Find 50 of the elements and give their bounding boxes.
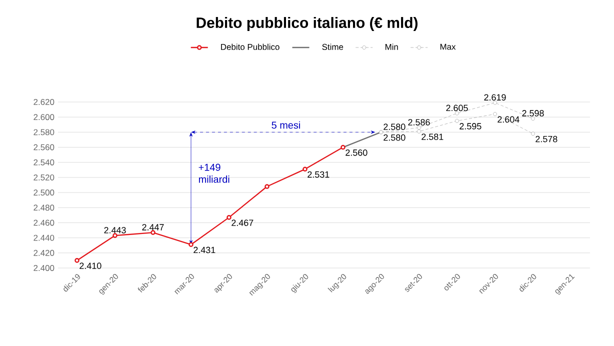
point	[302, 166, 308, 172]
point	[417, 129, 421, 134]
y-tick-label: 2.600	[34, 114, 54, 120]
data-label: 2.580	[384, 124, 406, 130]
point	[455, 118, 459, 123]
y-tick-label: 2.580	[34, 129, 54, 136]
data-label: 2.560	[346, 149, 368, 156]
legend-label: Min	[385, 44, 398, 50]
y-tick-label: 2.560	[34, 144, 54, 150]
point	[188, 242, 194, 247]
point	[531, 116, 535, 121]
y-tick-label: 2.480	[34, 204, 54, 211]
data-label: 2.578	[536, 136, 558, 142]
y-tick-label: 2.500	[34, 190, 54, 196]
data-label: 2.580	[384, 134, 406, 141]
data-label: 2.531	[308, 171, 330, 178]
y-tick-label: 2.540	[34, 159, 54, 166]
legend-label: Max	[440, 44, 456, 50]
legend-label: Debito Pubblico	[221, 44, 280, 50]
point	[531, 132, 535, 136]
data-label: 2.598	[522, 110, 544, 116]
data-label: 2.447	[142, 224, 164, 230]
data-label: 2.467	[232, 220, 254, 226]
data-label: 2.605	[446, 104, 468, 112]
point	[340, 144, 346, 150]
data-label: 2.410	[80, 262, 102, 269]
chart-title: Debito pubblico italiano (€ mld)	[196, 17, 418, 31]
data-label: 2.595	[460, 123, 482, 130]
point	[150, 230, 156, 235]
point	[112, 233, 118, 238]
y-tick-label: 2.460	[34, 220, 54, 226]
y-tick-label: 2.520	[34, 174, 54, 180]
point	[74, 258, 80, 263]
point	[226, 215, 232, 220]
data-label: 2.619	[484, 94, 506, 101]
y-tick-label: 2.620	[34, 99, 54, 105]
y-tick-label: 2.440	[34, 234, 54, 241]
y-tick-label: 2.400	[34, 265, 54, 271]
annotation: 5 mesi	[272, 121, 300, 129]
point	[264, 184, 270, 189]
data-label: 2.431	[194, 246, 216, 254]
point	[493, 112, 497, 116]
y-tick-label: 2.420	[34, 250, 54, 256]
data-label: 2.586	[408, 119, 430, 126]
point	[417, 126, 421, 130]
legend-label: Stime	[322, 44, 344, 50]
data-label: 2.604	[498, 116, 520, 123]
data-label: 2.443	[104, 227, 126, 234]
annotation: +149 miliardi	[198, 164, 230, 183]
data-label: 2.581	[422, 134, 444, 140]
